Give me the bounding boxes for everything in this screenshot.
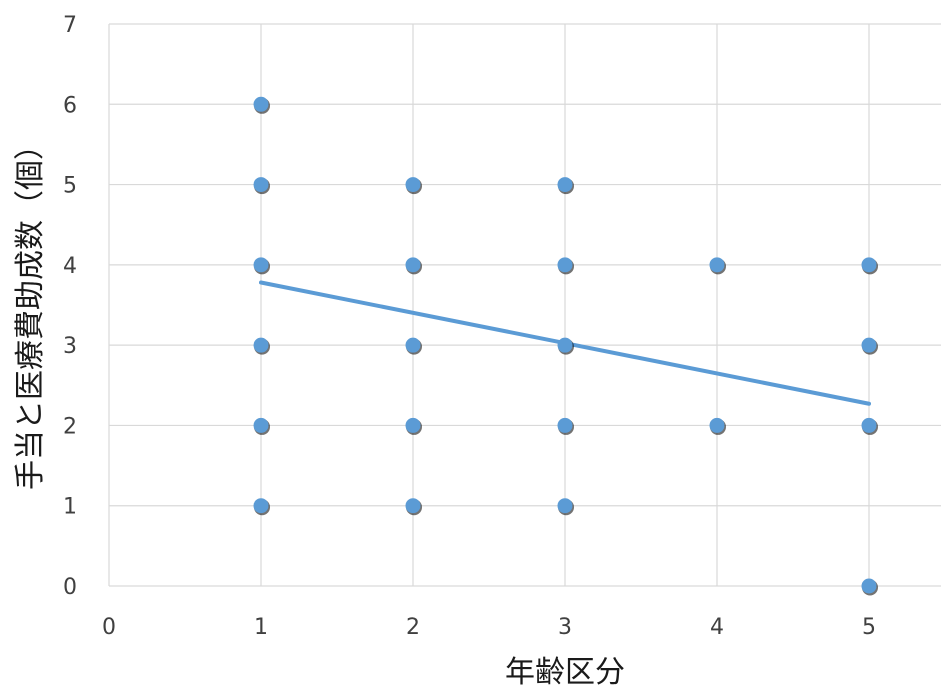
y-tick-label: 0: [63, 575, 77, 600]
x-tick-label: 1: [254, 615, 268, 640]
data-point: [253, 417, 270, 435]
data-point: [709, 257, 726, 275]
data-point: [557, 177, 574, 195]
data-point: [405, 498, 422, 516]
data-point: [861, 337, 878, 355]
x-tick-label: 5: [862, 615, 876, 640]
y-tick-labels: 0 1 2 3 4 5 6 7: [63, 13, 77, 600]
data-point: [709, 417, 726, 435]
data-point: [557, 337, 574, 355]
x-axis-title: 年齢区分: [505, 655, 625, 690]
x-tick-label: 0: [102, 615, 116, 640]
data-point: [253, 498, 270, 516]
data-point: [405, 417, 422, 435]
data-points: [253, 96, 878, 596]
y-tick-label: 2: [63, 414, 77, 439]
x-tick-label: 3: [558, 615, 572, 640]
data-point: [861, 578, 878, 596]
data-point: [405, 177, 422, 195]
data-point: [557, 498, 574, 516]
grid-lines: [108, 23, 941, 587]
data-point: [253, 337, 270, 355]
data-point: [861, 417, 878, 435]
data-point: [405, 337, 422, 355]
y-tick-label: 7: [63, 13, 77, 38]
y-tick-label: 3: [63, 334, 77, 359]
data-point: [557, 257, 574, 275]
data-point: [557, 417, 574, 435]
data-point: [253, 177, 270, 195]
data-point: [253, 257, 270, 275]
y-tick-label: 5: [63, 174, 77, 199]
y-axis-title: 手当と医療費助成数（個）: [13, 130, 48, 490]
x-tick-labels: 0 1 2 3 4 5: [102, 615, 876, 640]
x-tick-label: 4: [710, 615, 724, 640]
data-point: [253, 96, 270, 114]
y-tick-label: 6: [63, 93, 77, 118]
y-tick-label: 4: [63, 254, 77, 279]
x-tick-label: 2: [406, 615, 420, 640]
data-point: [405, 257, 422, 275]
y-tick-label: 1: [63, 495, 77, 520]
data-point: [861, 257, 878, 275]
